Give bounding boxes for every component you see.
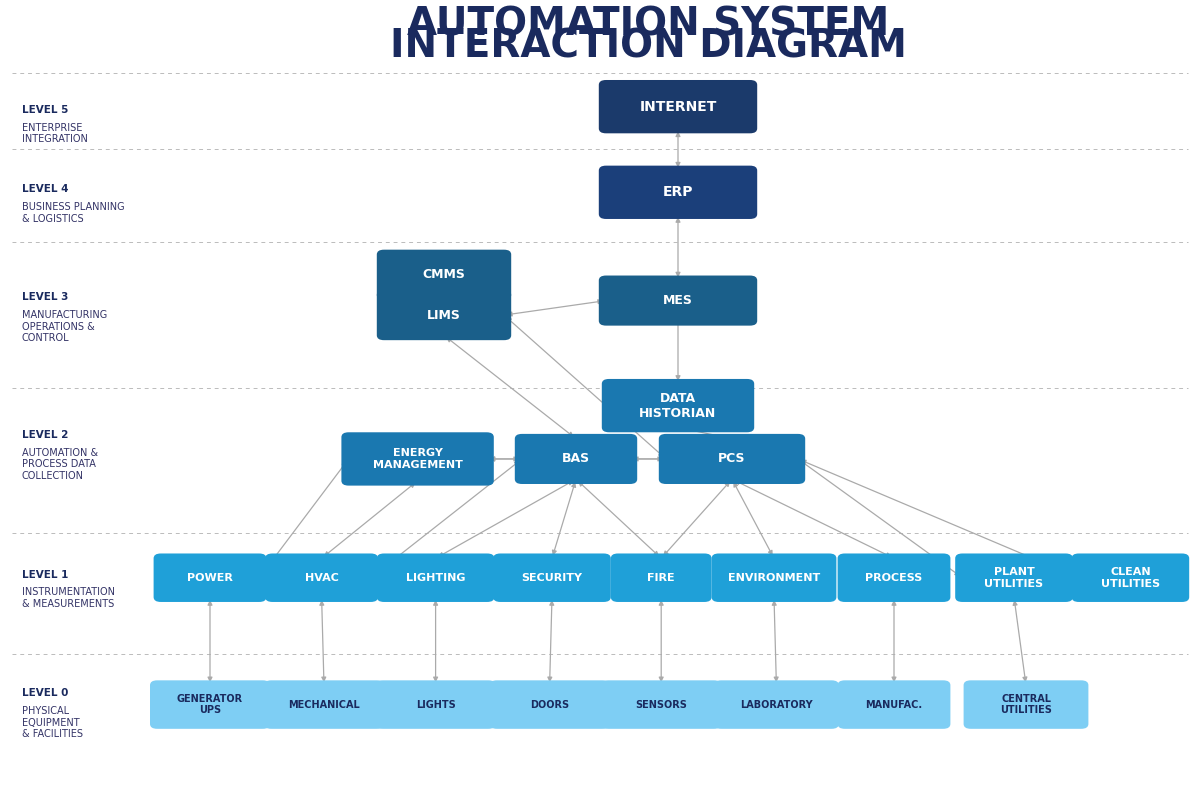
Text: HVAC: HVAC [305, 573, 338, 583]
FancyBboxPatch shape [493, 553, 611, 602]
Text: LEVEL 0: LEVEL 0 [22, 688, 68, 698]
Text: MANUFACTURING
OPERATIONS &
CONTROL: MANUFACTURING OPERATIONS & CONTROL [22, 310, 107, 343]
FancyBboxPatch shape [964, 680, 1088, 729]
Text: DATA
HISTORIAN: DATA HISTORIAN [640, 392, 716, 419]
FancyBboxPatch shape [377, 290, 511, 340]
FancyBboxPatch shape [955, 553, 1073, 602]
FancyBboxPatch shape [601, 680, 721, 729]
Text: LABORATORY: LABORATORY [740, 700, 812, 709]
FancyBboxPatch shape [265, 553, 378, 602]
Text: LEVEL 2: LEVEL 2 [22, 430, 68, 440]
Text: LEVEL 4: LEVEL 4 [22, 184, 68, 194]
Text: CENTRAL
UTILITIES: CENTRAL UTILITIES [1000, 694, 1052, 715]
Text: MANUFAC.: MANUFAC. [865, 700, 923, 709]
Text: PCS: PCS [719, 452, 745, 465]
FancyBboxPatch shape [377, 250, 511, 300]
FancyBboxPatch shape [611, 553, 712, 602]
FancyBboxPatch shape [515, 434, 637, 484]
Text: SECURITY: SECURITY [522, 573, 582, 583]
Text: ENTERPRISE
INTEGRATION: ENTERPRISE INTEGRATION [22, 123, 88, 145]
Text: BUSINESS PLANNING
& LOGISTICS: BUSINESS PLANNING & LOGISTICS [22, 202, 125, 224]
Text: BAS: BAS [562, 452, 590, 465]
FancyBboxPatch shape [601, 379, 754, 432]
Text: CMMS: CMMS [422, 268, 466, 281]
FancyBboxPatch shape [341, 432, 494, 486]
Text: DOORS: DOORS [530, 700, 569, 709]
FancyBboxPatch shape [712, 553, 836, 602]
Text: POWER: POWER [187, 573, 233, 583]
Text: PLANT
UTILITIES: PLANT UTILITIES [984, 567, 1044, 588]
FancyBboxPatch shape [1072, 553, 1189, 602]
Text: LIGHTS: LIGHTS [415, 700, 456, 709]
FancyBboxPatch shape [599, 276, 757, 326]
Text: MECHANICAL: MECHANICAL [288, 700, 360, 709]
FancyBboxPatch shape [154, 553, 266, 602]
Text: INTERACTION DIAGRAM: INTERACTION DIAGRAM [390, 27, 906, 66]
Text: FIRE: FIRE [647, 573, 676, 583]
Text: AUTOMATION &
PROCESS DATA
COLLECTION: AUTOMATION & PROCESS DATA COLLECTION [22, 448, 97, 481]
Text: INTERNET: INTERNET [640, 99, 716, 114]
Text: LEVEL 3: LEVEL 3 [22, 292, 68, 302]
FancyBboxPatch shape [490, 680, 610, 729]
FancyBboxPatch shape [599, 166, 757, 219]
Text: ERP: ERP [662, 185, 694, 200]
FancyBboxPatch shape [264, 680, 384, 729]
FancyBboxPatch shape [838, 553, 950, 602]
Text: GENERATOR
UPS: GENERATOR UPS [176, 694, 244, 715]
Text: MES: MES [664, 294, 692, 307]
Text: AUTOMATION SYSTEM: AUTOMATION SYSTEM [407, 5, 889, 44]
Text: SENSORS: SENSORS [635, 700, 688, 709]
Text: LIMS: LIMS [427, 309, 461, 322]
Text: ENERGY
MANAGEMENT: ENERGY MANAGEMENT [373, 448, 462, 469]
Text: LEVEL 1: LEVEL 1 [22, 570, 68, 579]
FancyBboxPatch shape [377, 553, 494, 602]
Text: PHYSICAL
EQUIPMENT
& FACILITIES: PHYSICAL EQUIPMENT & FACILITIES [22, 706, 83, 739]
FancyBboxPatch shape [838, 680, 950, 729]
Text: LEVEL 5: LEVEL 5 [22, 105, 68, 115]
FancyBboxPatch shape [376, 680, 496, 729]
Text: CLEAN
UTILITIES: CLEAN UTILITIES [1100, 567, 1160, 588]
FancyBboxPatch shape [150, 680, 270, 729]
Text: LIGHTING: LIGHTING [406, 573, 466, 583]
FancyBboxPatch shape [659, 434, 805, 484]
Text: INSTRUMENTATION
& MEASUREMENTS: INSTRUMENTATION & MEASUREMENTS [22, 587, 115, 609]
Text: ENVIRONMENT: ENVIRONMENT [728, 573, 820, 583]
Text: PROCESS: PROCESS [865, 573, 923, 583]
FancyBboxPatch shape [714, 680, 839, 729]
FancyBboxPatch shape [599, 80, 757, 133]
